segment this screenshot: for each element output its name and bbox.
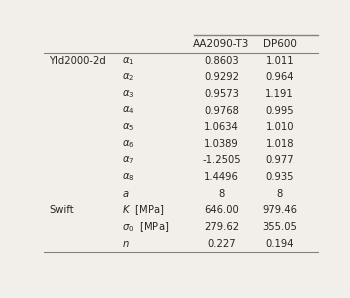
Text: $\alpha_3$: $\alpha_3$ [122,88,135,100]
Text: Yld2000-2d: Yld2000-2d [49,56,106,66]
Text: 646.00: 646.00 [204,205,239,215]
Text: 8: 8 [218,189,225,199]
Text: $\alpha_1$: $\alpha_1$ [122,55,135,66]
Text: 0.964: 0.964 [266,72,294,82]
Text: 0.9292: 0.9292 [204,72,239,82]
Text: $a$: $a$ [122,189,130,199]
Text: -1.2505: -1.2505 [202,156,241,165]
Text: 0.9768: 0.9768 [204,105,239,116]
Text: 0.995: 0.995 [265,105,294,116]
Text: AA2090-T3: AA2090-T3 [193,39,250,49]
Text: $n$: $n$ [122,239,130,249]
Text: Swift: Swift [49,205,74,215]
Text: 279.62: 279.62 [204,222,239,232]
Text: 979.46: 979.46 [262,205,297,215]
Text: 1.010: 1.010 [266,122,294,132]
Text: 0.194: 0.194 [266,239,294,249]
Text: $\alpha_4$: $\alpha_4$ [122,105,135,117]
Text: 0.9573: 0.9573 [204,89,239,99]
Text: 1.191: 1.191 [265,89,294,99]
Text: $\sigma_0$  [MPa]: $\sigma_0$ [MPa] [122,220,170,234]
Text: 0.935: 0.935 [266,172,294,182]
Text: 0.977: 0.977 [265,156,294,165]
Text: 1.4496: 1.4496 [204,172,239,182]
Text: 8: 8 [276,189,283,199]
Text: 0.227: 0.227 [207,239,236,249]
Text: $\alpha_2$: $\alpha_2$ [122,72,135,83]
Text: 355.05: 355.05 [262,222,297,232]
Text: 1.018: 1.018 [266,139,294,149]
Text: $\alpha_8$: $\alpha_8$ [122,171,135,183]
Text: 1.011: 1.011 [265,56,294,66]
Text: $K$  [MPa]: $K$ [MPa] [122,204,165,217]
Text: 0.8603: 0.8603 [204,56,239,66]
Text: $\alpha_7$: $\alpha_7$ [122,155,135,166]
Text: 1.0389: 1.0389 [204,139,239,149]
Text: DP600: DP600 [263,39,297,49]
Text: $\alpha_6$: $\alpha_6$ [122,138,135,150]
Text: $\alpha_5$: $\alpha_5$ [122,121,135,133]
Text: 1.0634: 1.0634 [204,122,239,132]
